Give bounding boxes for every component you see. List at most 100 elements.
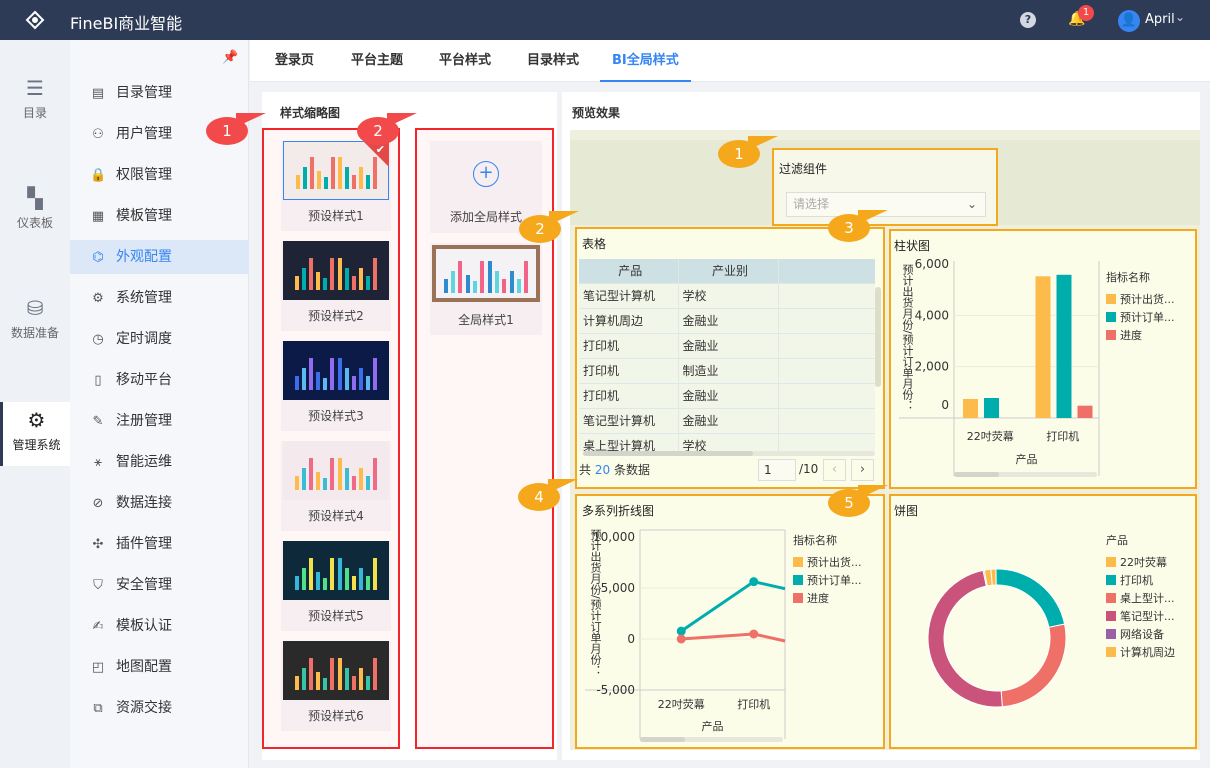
thumbnail-bar [309,157,314,189]
rail-item-dashboard[interactable]: ▚ 仪表板 [0,180,70,244]
table-cell [778,358,875,384]
thumbnail-bar [494,271,499,293]
table-cell: 金融业 [678,408,779,434]
sidebar-item-3[interactable]: ▦ 模板管理 [70,199,249,233]
sidebar-item-5[interactable]: ⚙ 系统管理 [70,281,249,315]
tab-platform-theme[interactable]: 平台主题 [351,53,404,68]
vertical-scrollbar[interactable] [875,287,881,387]
chevron-down-icon[interactable]: ⌄ [1175,10,1186,24]
table-cell: 学校 [678,433,779,451]
legend-item[interactable]: 预计订单... [793,572,862,590]
thumbnail-bar [301,668,306,690]
table-row[interactable]: 笔记型计算机 金融业 [579,408,875,434]
sidebar-item-4[interactable]: ⌬ 外观配置 [70,240,249,274]
x-axis-label: 产品 [702,719,724,733]
rail-label: 数据准备 [10,326,59,340]
table-row[interactable]: 打印机 金融业 [579,383,875,409]
legend-item[interactable]: 进度 [793,590,862,608]
legend-item[interactable]: 笔记型计... [1106,608,1175,626]
sidebar-item-15[interactable]: ⧉ 资源交接 [70,691,249,725]
table-cell: 桌上型计算机 [579,433,679,451]
legend-item[interactable]: 22吋荧幕 [1106,554,1175,572]
legend-item[interactable]: 打印机 [1106,572,1175,590]
line-chart-scrollbar[interactable] [640,737,783,742]
legend-item[interactable]: 网络设备 [1106,626,1175,644]
thumbnail-bar [366,576,371,590]
thumbnail-bar [358,167,363,189]
column-header[interactable]: 产业别 [678,259,779,284]
legend-swatch [1106,629,1116,639]
sidebar-item-1[interactable]: ⚇ 用户管理 [70,117,249,151]
preset-style-1-card[interactable]: ✔ 预设样式1 [281,141,391,231]
avatar[interactable]: 👤 [1118,10,1140,32]
sidebar-item-10[interactable]: ⊘ 数据连接 [70,486,249,520]
table-cell: 制造业 [678,358,779,384]
table-row[interactable]: 打印机 制造业 [579,358,875,384]
preset-style-6-card[interactable]: 预设样式6 [281,641,391,731]
sidebar-item-label: 资源交接 [116,700,172,716]
legend-item[interactable]: 计算机周边 [1106,644,1175,662]
table-row[interactable]: 桌上型计算机 学校 [579,433,875,451]
prev-page-button[interactable]: ‹ [823,459,846,481]
sidebar-item-8[interactable]: ✎ 注册管理 [70,404,249,438]
preset-style-3-card[interactable]: 预设样式3 [281,341,391,431]
tab-login-page[interactable]: 登录页 [275,53,315,68]
finebi-logo-icon [25,10,45,30]
help-icon[interactable]: ? [1020,12,1036,28]
rail-item-catalog[interactable]: ☰ 目录 [0,70,70,134]
legend-item[interactable]: 进度 [1106,327,1175,345]
sidebar-item-6[interactable]: ◷ 定时调度 [70,322,249,356]
pin-icon[interactable]: 📌 [222,50,239,65]
legend-title: 指标名称 [793,534,837,547]
preset-thumbnail [283,541,389,600]
sidebar-item-12[interactable]: ⛉ 安全管理 [70,568,249,602]
sidebar-item-11[interactable]: ✣ 插件管理 [70,527,249,561]
list-icon: ☰ [26,76,44,100]
table-row[interactable]: 计算机周边 金融业 [579,308,875,334]
sidebar-item-13[interactable]: ✍ 模板认证 [70,609,249,643]
table-cell: 计算机周边 [579,308,679,334]
global-style-1-card[interactable]: 全局样式1 [430,243,542,335]
bar-chart-scrollbar[interactable] [954,472,1097,477]
user-name[interactable]: April [1145,12,1175,27]
add-global-style-button[interactable]: + 添加全局样式 [430,141,542,233]
tab-platform-style[interactable]: 平台样式 [439,53,492,68]
table-row[interactable]: 笔记型计算机 学校 [579,283,875,309]
preset-style-5-card[interactable]: 预设样式5 [281,541,391,631]
thumbnail-bar [323,478,328,490]
legend-label: 桌上型计... [1120,592,1175,605]
sidebar-item-9[interactable]: ⚹ 智能运维 [70,445,249,479]
thumbnail-bar [373,558,378,590]
sidebar-item-14[interactable]: ◰ 地图配置 [70,650,249,684]
thumbnail-bar [358,568,363,590]
global-style-1-thumbnail [432,245,540,302]
thumbnail-bar [373,358,378,390]
sidebar-item-0[interactable]: ▤ 目录管理 [70,76,249,110]
tab-catalog-style[interactable]: 目录样式 [527,53,580,68]
line-chart-title: 多系列折线图 [582,504,655,518]
line-legend: 指标名称预计出货... 预计订单... 进度 [793,532,862,608]
sidebar-item-7[interactable]: ▯ 移动平台 [70,363,249,397]
rail-item-data-prep[interactable]: ⛁ 数据准备 [0,290,70,354]
rail-item-admin[interactable]: ⚙ 管理系统 [0,402,70,466]
sidebar-icon: ▦ [91,209,105,224]
legend-item[interactable]: 预计出货... [793,554,862,572]
table-row[interactable]: 打印机 金融业 [579,333,875,359]
legend-swatch [1106,611,1116,621]
thumbnail-bar [344,668,349,690]
horizontal-scrollbar[interactable] [583,451,875,456]
preset-style-2-card[interactable]: 预设样式2 [281,241,391,331]
table-cell: 打印机 [579,358,679,384]
table-cell: 学校 [678,283,779,309]
tab-bi-global-style[interactable]: BI全局样式 [600,40,691,82]
row-count-prefix: 共 [579,463,592,477]
preset-style-4-card[interactable]: 预设样式4 [281,441,391,531]
callout-marker: 1 [206,113,266,145]
sidebar-item-2[interactable]: 🔒 权限管理 [70,158,249,192]
legend-item[interactable]: 预计出货... [1106,291,1175,309]
legend-item[interactable]: 桌上型计... [1106,590,1175,608]
column-header[interactable]: 产品 [579,259,679,284]
next-page-button[interactable]: › [851,459,874,481]
page-input[interactable]: 1 [758,459,796,481]
legend-item[interactable]: 预计订单... [1106,309,1175,327]
